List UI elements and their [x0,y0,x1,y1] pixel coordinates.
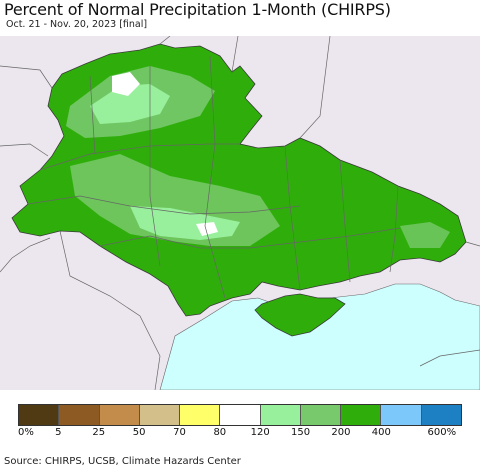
legend-tick-label: 150 [290,427,311,438]
legend-swatch [341,405,382,425]
oblast-borders [27,55,401,299]
legend-tick-label: 600% [427,427,457,438]
black-sea [159,283,480,390]
legend-swatch [139,405,181,425]
map-subtitle: Oct. 21 - Nov. 20, 2023 [final] [6,19,148,30]
legend-swatch [300,405,342,425]
legend-tick-label: 50 [132,427,146,438]
normal-zone-center [196,222,218,236]
legend-tick-label: 5 [55,427,62,438]
legend-colorbar [18,404,462,426]
legend-tick-label: 25 [92,427,106,438]
source-credit: Source: CHIRPS, UCSB, Climate Hazards Ce… [4,456,241,467]
legend-tick-label: 120 [250,427,270,438]
crimea-region [254,293,346,337]
legend-swatch [381,405,422,425]
legend-swatch [180,405,221,425]
legend-swatch [99,405,140,425]
legend-tick-label: 0% [18,427,34,438]
legend-tick-label: 70 [173,427,186,438]
map-title: Percent of Normal Precipitation 1-Month … [4,0,391,19]
legend-swatch [260,405,301,425]
legend-swatch [19,405,60,425]
legend-swatch [421,405,461,425]
precipitation-map [0,36,480,390]
moderate-zone-east [400,222,450,248]
legend-ticks: 0% 5 25 50 70 80 120 150 200 400 600% [0,427,480,441]
normal-zone-north [112,72,140,96]
legend-tick-label: 200 [331,427,351,438]
legend-tick-label: 80 [213,427,227,438]
legend-swatch [220,405,261,425]
legend-swatch [59,405,100,425]
legend-tick-label: 400 [371,427,391,438]
country-borders [0,36,480,390]
